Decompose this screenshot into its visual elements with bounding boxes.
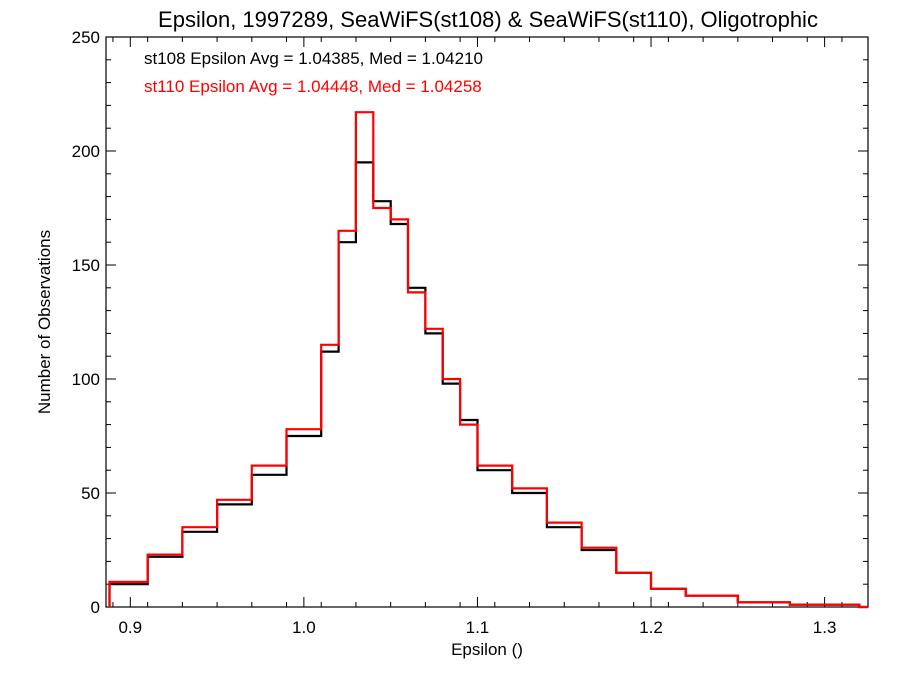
- x-tick-label: 1.0: [292, 618, 316, 637]
- y-tick-label: 150: [72, 256, 100, 275]
- x-tick-label: 1.2: [639, 618, 663, 637]
- histogram-series: [108, 111, 868, 609]
- y-tick-label: 0: [91, 598, 100, 617]
- y-axis-label: Number of Observations: [35, 230, 54, 414]
- x-tick-label: 0.9: [118, 618, 142, 637]
- y-tick-label: 50: [81, 484, 100, 503]
- y-tick-label: 200: [72, 142, 100, 161]
- st108-histogram-line: [108, 161, 868, 609]
- y-axis-ticks: 0 50 100 150 200 250: [72, 28, 868, 617]
- x-axis-ticks: 0.9 1.0 1.1 1.2 1.3: [112, 37, 843, 637]
- plot-frame: [105, 36, 869, 608]
- st108-stats: st108 Epsilon Avg = 1.04385, Med = 1.042…: [144, 49, 483, 68]
- st110-histogram-line: [108, 111, 868, 609]
- y-tick-label: 250: [72, 28, 100, 47]
- st110-stats: st110 Epsilon Avg = 1.04448, Med = 1.042…: [144, 77, 482, 96]
- y-tick-label: 100: [72, 370, 100, 389]
- x-axis-label: Epsilon (): [451, 640, 523, 659]
- chart-title: Epsilon, 1997289, SeaWiFS(st108) & SeaWi…: [158, 7, 818, 32]
- x-tick-label: 1.3: [813, 618, 837, 637]
- x-tick-label: 1.1: [466, 618, 490, 637]
